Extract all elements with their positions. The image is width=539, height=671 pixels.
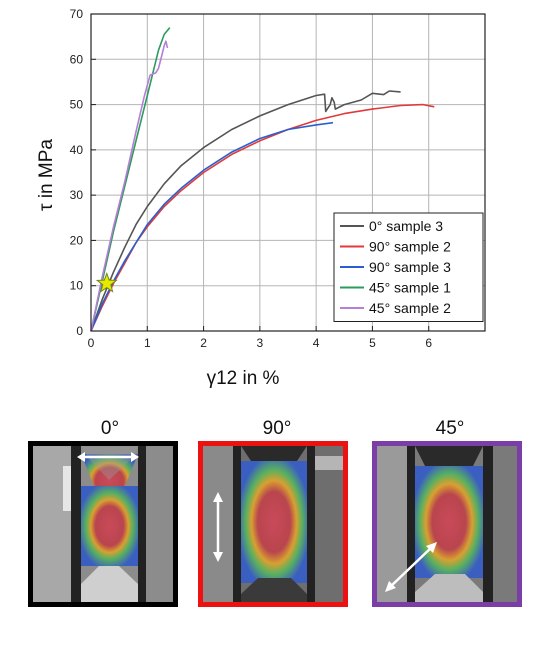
legend: 0° sample 3 90° sample 2 90° sample 3 45° s…: [333, 212, 484, 322]
x-tick-label: 1: [144, 336, 151, 350]
y-tick-label: 40: [70, 143, 84, 157]
x-tick-label: 6: [425, 336, 432, 350]
y-tick-label: 50: [70, 98, 84, 112]
legend-label: 90° sample 3: [369, 259, 451, 275]
y-tick-label: 60: [70, 52, 84, 66]
y-axis-label: τ in MPa: [36, 139, 57, 211]
panel-title-0deg: 0°: [100, 418, 120, 439]
y-tick-label: 10: [70, 279, 84, 293]
legend-label: 90° sample 2: [369, 239, 451, 255]
y-tick-label: 20: [70, 233, 84, 247]
x-tick-label: 2: [200, 336, 207, 350]
specimen-panel-90deg: [198, 441, 348, 607]
specimen-panel-45deg: [372, 441, 522, 607]
x-axis-label: γ12 in %: [207, 368, 280, 389]
legend-label: 45° sample 1: [369, 280, 451, 296]
legend-label: 0° sample 3: [369, 218, 443, 234]
specimen-panel-0deg: [28, 441, 178, 607]
series-line: [90, 90, 401, 332]
specimen-image-90deg: [203, 446, 343, 602]
panel-title-45deg: 45°: [435, 418, 465, 439]
x-tick-label: 4: [313, 336, 320, 350]
load-arrow-diagonal: [388, 545, 434, 589]
series-line: [90, 103, 435, 332]
series-line: [90, 121, 334, 332]
x-tick-label: 3: [257, 336, 264, 350]
series-line: [90, 40, 169, 332]
y-tick-label: 0: [76, 324, 83, 338]
specimen-image-0deg: [33, 446, 173, 602]
series-line: [90, 27, 171, 332]
y-tick-label: 70: [70, 7, 84, 21]
x-tick-label: 5: [369, 336, 376, 350]
star-marker-shape: [95, 271, 118, 293]
panel-title-90deg: 90°: [262, 418, 292, 439]
x-tick-label: 0: [88, 336, 95, 350]
star-marker: [95, 271, 118, 293]
plot-frame: [90, 13, 486, 332]
legend-label: 45° sample 2: [369, 300, 451, 316]
y-tick-label: 30: [70, 188, 84, 202]
series-lines: [90, 27, 435, 332]
specimen-image-45deg: [377, 446, 517, 602]
